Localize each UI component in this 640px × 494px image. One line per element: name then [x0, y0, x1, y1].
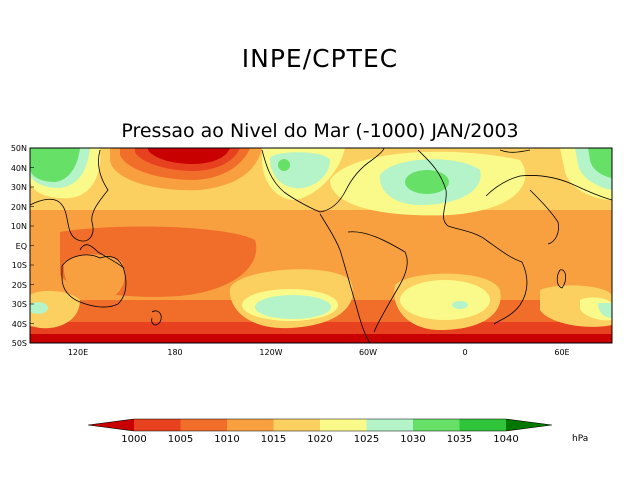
colorbar-swatch	[227, 419, 274, 431]
colorbar-label: 1025	[354, 434, 379, 445]
africa-coast	[417, 149, 528, 325]
sa-high-core	[452, 301, 468, 309]
colorbar-label: 1020	[307, 434, 332, 445]
map-title: Pressao ao Nivel do Mar (-1000) JAN/2003	[121, 120, 519, 142]
lat-label-10s: 10S	[12, 261, 27, 270]
lat-label-50n: 50N	[11, 144, 27, 153]
lon-label-0: 0	[462, 348, 467, 357]
lon-label-120w: 120W	[259, 348, 282, 357]
southern-ocean-low	[30, 334, 612, 343]
io-high-core	[598, 303, 612, 318]
colorbar-swatch	[413, 419, 460, 431]
europe-north-coast	[499, 149, 531, 153]
sw-pacific-core	[30, 302, 48, 314]
colorbar: 1000 1005 1010 1015 1020 1025 1030 1035 …	[87, 418, 553, 445]
aleutian-core	[148, 148, 230, 164]
sp-high-core	[255, 295, 331, 319]
coastlines	[30, 148, 612, 343]
new-zealand-coast	[151, 310, 162, 326]
australia-field	[63, 254, 125, 300]
siberian-east-inner	[588, 148, 612, 178]
indonesia-coast	[79, 244, 125, 269]
colorbar-label: 1040	[493, 434, 518, 445]
north-america-coast	[261, 148, 385, 213]
south-america-west-coast	[319, 213, 371, 343]
latitude-axis: 50N 40N 30N 20N 10N EQ 10S 20S 30S 40S 5…	[11, 144, 27, 348]
colorbar-label: 1010	[214, 434, 239, 445]
lat-label-40s: 40S	[12, 320, 27, 329]
lat-label-30n: 30N	[11, 183, 27, 192]
eurasia-south-coast	[485, 175, 612, 201]
colorbar-label: 1035	[447, 434, 472, 445]
madagascar-coast	[556, 269, 566, 289]
lat-label-eq: EQ	[16, 242, 27, 251]
colorbar-unit: hPa	[572, 434, 589, 444]
lon-label-180: 180	[167, 348, 182, 357]
colorbar-label: 1000	[121, 434, 146, 445]
longitude-axis: 120E 180 120W 60W 0 60E	[68, 348, 570, 357]
lat-label-50s: 50S	[12, 339, 27, 348]
lon-label-120e: 120E	[68, 348, 88, 357]
colorbar-swatch	[134, 419, 181, 431]
azores-core	[405, 170, 449, 194]
header-title: INPE/CPTEC	[241, 44, 399, 73]
india-coast	[529, 189, 559, 245]
colorbar-label: 1030	[400, 434, 425, 445]
colorbar-swatch	[320, 419, 367, 431]
colorbar-right-arrow	[506, 419, 552, 431]
lat-label-30s: 30S	[12, 300, 27, 309]
pressure-field	[30, 148, 612, 343]
lat-label-10n: 10N	[11, 222, 27, 231]
asia-east-coast	[30, 149, 109, 242]
lat-label-20s: 20S	[12, 281, 27, 290]
lon-label-60e: 60E	[554, 348, 569, 357]
australia-coast	[61, 254, 127, 308]
na-high-core	[278, 159, 290, 171]
colorbar-swatch	[459, 419, 506, 431]
lat-label-20n: 20N	[11, 203, 27, 212]
colorbar-swatch	[366, 419, 413, 431]
south-america-east-coast	[347, 231, 408, 333]
sa-high-mid	[400, 280, 490, 320]
lon-label-60w: 60W	[359, 348, 377, 357]
colorbar-label: 1005	[168, 434, 193, 445]
colorbar-swatch	[180, 419, 227, 431]
colorbar-label: 1015	[261, 434, 286, 445]
sw-pacific-high	[30, 290, 80, 329]
colorbar-left-arrow	[88, 419, 134, 431]
lat-label-40n: 40N	[11, 164, 27, 173]
colorbar-swatch	[273, 419, 320, 431]
siberian-high-inner	[30, 148, 80, 182]
